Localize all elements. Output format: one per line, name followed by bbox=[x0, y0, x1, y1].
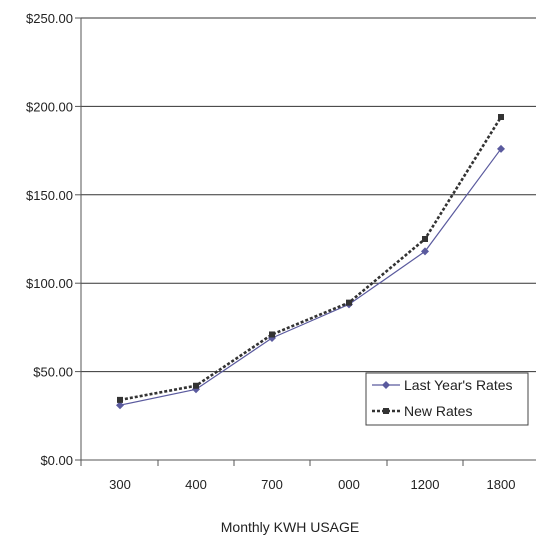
series-layer bbox=[116, 114, 505, 410]
legend-box bbox=[365, 372, 529, 426]
y-tick-label: $150.00 bbox=[26, 188, 73, 203]
y-tick-label: $200.00 bbox=[26, 99, 73, 114]
x-axis-ticks: 300 400 700 000 1200 1800 bbox=[80, 460, 516, 492]
series-new-rates bbox=[117, 114, 504, 403]
y-tick-label: $0.00 bbox=[40, 453, 73, 468]
series-line bbox=[119, 148, 502, 406]
data-point bbox=[346, 299, 352, 306]
data-point bbox=[497, 144, 505, 153]
x-tick-label: 000 bbox=[338, 477, 360, 492]
x-tick-label: 1800 bbox=[487, 477, 516, 492]
data-point bbox=[421, 247, 429, 256]
data-point bbox=[269, 331, 275, 338]
x-axis-title: Monthly KWH USAGE bbox=[221, 519, 359, 535]
data-point bbox=[193, 382, 199, 389]
data-point bbox=[498, 114, 504, 121]
series-line bbox=[119, 116, 503, 402]
legend-label: New Rates bbox=[404, 403, 472, 419]
x-tick-label: 300 bbox=[109, 477, 131, 492]
y-tick-label: $50.00 bbox=[33, 365, 73, 380]
x-tick-label: 400 bbox=[185, 477, 207, 492]
y-tick-label: $250.00 bbox=[26, 11, 73, 26]
y-tick-label: $100.00 bbox=[26, 276, 73, 291]
data-point bbox=[117, 396, 123, 403]
x-tick-label: 700 bbox=[261, 477, 283, 492]
legend-swatch-marker bbox=[383, 408, 389, 414]
legend: Last Year's Rates New Rates bbox=[365, 372, 529, 426]
legend-label: Last Year's Rates bbox=[404, 377, 513, 393]
data-point bbox=[422, 236, 428, 242]
legend-swatch-marker bbox=[382, 381, 390, 389]
x-tick-label: 1200 bbox=[411, 477, 440, 492]
data-point bbox=[116, 401, 124, 410]
y-axis-ticks: $0.00 $50.00 $100.00 $150.00 $200.00 $250.00 bbox=[26, 11, 81, 468]
gridlines bbox=[81, 17, 536, 373]
